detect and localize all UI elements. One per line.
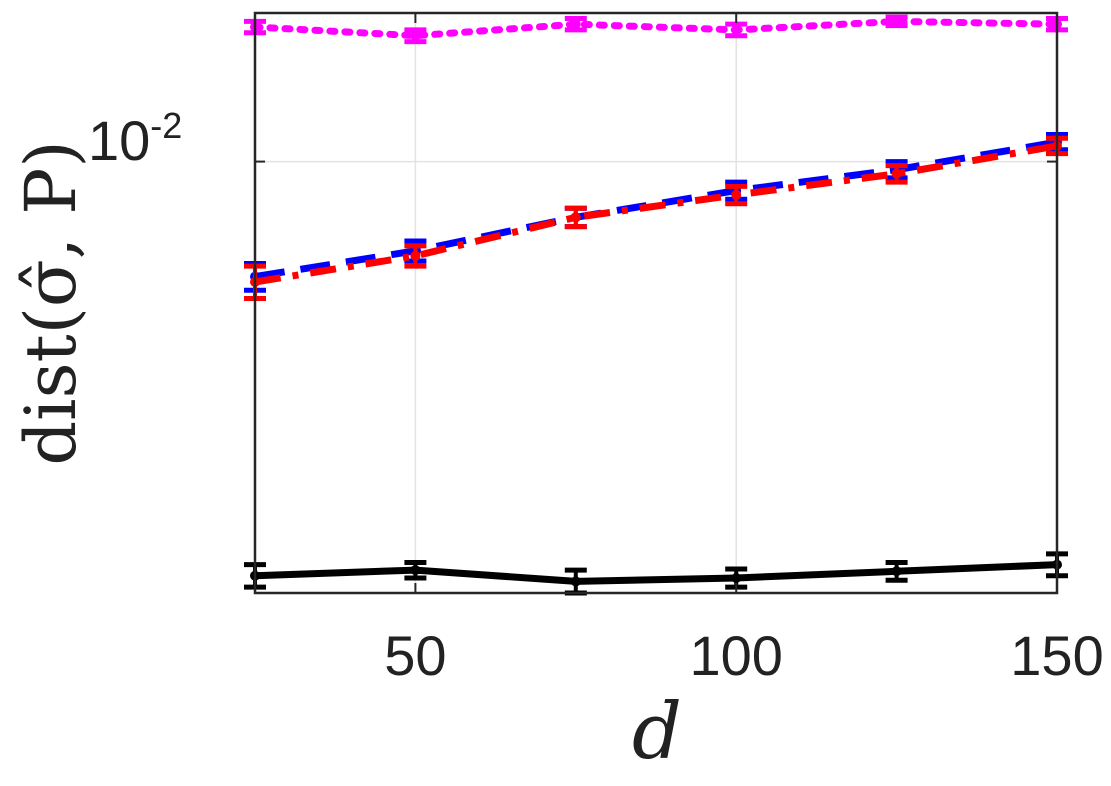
x-tick-label: 100 xyxy=(689,624,782,687)
x-tick-label: 150 xyxy=(1010,624,1103,687)
series-line xyxy=(251,17,1061,40)
series-layer xyxy=(244,14,1068,596)
y-tick-label: 10-2 xyxy=(88,105,182,172)
grid xyxy=(255,13,1058,593)
series-line xyxy=(254,561,1058,585)
series-red-dashdot xyxy=(244,135,1068,302)
x-axis-label: d xyxy=(632,687,682,777)
series-magenta-dotted xyxy=(244,14,1068,45)
data-point xyxy=(570,576,581,587)
data-point xyxy=(731,572,742,583)
data-point xyxy=(570,19,581,30)
data-point xyxy=(891,16,902,27)
y-axis-label: dist(σ̂, P) xyxy=(10,140,92,465)
data-point xyxy=(570,212,581,223)
x-tick-label: 50 xyxy=(384,624,446,687)
plot-frame xyxy=(253,11,1059,595)
series-black-solid xyxy=(244,551,1068,596)
ticks: 50 100 150 xyxy=(255,13,1104,687)
data-point xyxy=(731,24,742,35)
data-point xyxy=(410,565,421,576)
series-line xyxy=(254,142,1058,286)
data-point xyxy=(731,189,742,200)
data-point xyxy=(891,566,902,577)
data-point xyxy=(410,30,421,41)
data-point xyxy=(410,250,421,261)
data-point xyxy=(891,168,902,179)
